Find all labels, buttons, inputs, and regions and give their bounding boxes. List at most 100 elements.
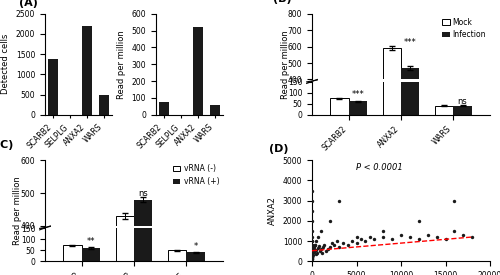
Point <box>308 239 316 243</box>
Point <box>308 243 316 247</box>
Point <box>310 253 318 257</box>
Point <box>309 247 317 251</box>
Point <box>334 245 342 249</box>
Point <box>308 245 316 249</box>
Point <box>308 255 316 259</box>
Text: (B): (B) <box>273 0 291 4</box>
Point <box>308 188 316 193</box>
Bar <box>64 246 82 261</box>
Point <box>415 237 423 241</box>
Bar <box>134 200 152 275</box>
Text: **: ** <box>86 237 95 246</box>
Point <box>314 235 322 239</box>
Point <box>357 237 365 241</box>
Point <box>312 252 320 256</box>
Point <box>315 244 323 248</box>
Point <box>432 235 440 239</box>
Point <box>352 235 360 239</box>
Point <box>308 247 316 251</box>
Point <box>333 239 341 243</box>
Text: (A): (A) <box>20 0 38 8</box>
Point <box>317 247 325 251</box>
Point <box>362 239 370 243</box>
Point <box>312 248 320 252</box>
Text: ***: *** <box>352 90 364 99</box>
Bar <box>454 106 471 115</box>
Point <box>442 237 450 241</box>
Point <box>310 243 318 247</box>
Point <box>308 235 316 239</box>
Point <box>314 246 322 250</box>
Point <box>308 199 316 203</box>
Point <box>308 249 316 253</box>
Text: (C): (C) <box>0 141 14 150</box>
Point <box>308 251 316 255</box>
Point <box>318 251 326 255</box>
Point <box>326 245 334 249</box>
Point <box>314 251 322 255</box>
Point <box>308 251 316 255</box>
Point <box>308 251 316 255</box>
Text: *: * <box>194 242 198 251</box>
Point <box>324 247 332 251</box>
Point <box>308 243 316 247</box>
Point <box>308 229 316 233</box>
Point <box>310 245 318 249</box>
Bar <box>348 135 367 145</box>
Point <box>406 235 414 239</box>
Point <box>308 253 316 257</box>
Bar <box>382 48 401 145</box>
Point <box>320 243 328 247</box>
Point <box>415 219 423 223</box>
Point <box>317 229 325 233</box>
Bar <box>116 167 134 261</box>
Bar <box>348 101 367 115</box>
Y-axis label: ANXA2: ANXA2 <box>268 196 277 225</box>
Bar <box>82 248 100 261</box>
Bar <box>454 138 471 145</box>
Bar <box>330 98 348 115</box>
Point <box>308 253 316 257</box>
Bar <box>401 12 419 115</box>
Bar <box>210 105 220 115</box>
Point <box>328 241 336 245</box>
Point <box>348 239 356 243</box>
Y-axis label: Read per million: Read per million <box>117 30 126 99</box>
Point <box>310 243 318 247</box>
Point <box>322 249 330 253</box>
Text: Read per million: Read per million <box>14 176 22 245</box>
Text: P < 0.0001: P < 0.0001 <box>356 163 403 172</box>
Legend: Mock, Infection: Mock, Infection <box>442 18 486 39</box>
Point <box>308 249 316 253</box>
Point <box>379 235 387 239</box>
Bar <box>330 133 348 145</box>
Text: Read per million: Read per million <box>280 30 289 99</box>
Point <box>308 257 316 262</box>
Bar <box>116 216 134 275</box>
Y-axis label: Detected cells: Detected cells <box>2 34 11 94</box>
Point <box>308 251 316 255</box>
Point <box>339 241 347 245</box>
Point <box>312 239 320 243</box>
Point <box>460 233 468 237</box>
Point <box>424 233 432 237</box>
Point <box>366 235 374 239</box>
Point <box>308 256 316 260</box>
Text: (D): (D) <box>270 144 289 154</box>
Point <box>308 208 316 213</box>
Bar <box>186 252 204 261</box>
Point <box>308 247 316 251</box>
Point <box>468 235 476 239</box>
Bar <box>435 106 454 115</box>
Point <box>450 229 458 233</box>
Point <box>308 219 316 223</box>
Point <box>318 245 326 249</box>
Point <box>308 253 316 257</box>
Point <box>310 250 318 254</box>
Point <box>450 199 458 203</box>
Point <box>308 257 316 262</box>
Point <box>308 239 316 243</box>
Point <box>309 249 317 253</box>
Point <box>316 249 324 253</box>
Point <box>308 255 316 259</box>
